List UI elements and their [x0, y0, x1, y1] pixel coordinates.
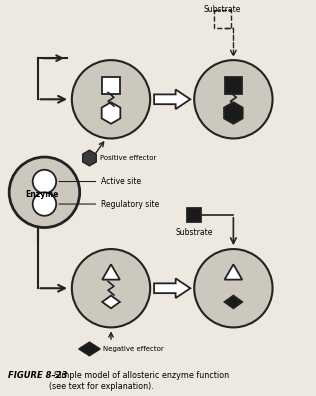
- Bar: [187, 208, 201, 222]
- Bar: [214, 10, 231, 28]
- Circle shape: [33, 192, 56, 216]
- Polygon shape: [102, 265, 120, 280]
- Polygon shape: [225, 295, 242, 308]
- Circle shape: [72, 249, 150, 327]
- Text: Active site: Active site: [59, 177, 141, 186]
- Text: Negative effector: Negative effector: [103, 346, 164, 352]
- Text: Substrate: Substrate: [204, 5, 241, 14]
- Polygon shape: [154, 278, 190, 298]
- Polygon shape: [79, 342, 100, 356]
- Circle shape: [33, 170, 56, 193]
- Polygon shape: [225, 265, 242, 280]
- Text: Regulatory site: Regulatory site: [59, 200, 160, 209]
- Circle shape: [194, 249, 272, 327]
- Text: Simple model of allosteric enzyme function
(see text for explanation).: Simple model of allosteric enzyme functi…: [49, 371, 229, 391]
- Text: Positive effector: Positive effector: [100, 155, 157, 161]
- Text: Substrate: Substrate: [175, 228, 213, 236]
- Polygon shape: [154, 89, 190, 109]
- Bar: [102, 77, 120, 94]
- Text: Enzyme: Enzyme: [25, 190, 58, 199]
- Circle shape: [194, 60, 272, 139]
- Polygon shape: [102, 102, 120, 124]
- Circle shape: [9, 157, 80, 228]
- Text: FIGURE 8–23: FIGURE 8–23: [8, 371, 68, 381]
- Circle shape: [72, 60, 150, 139]
- Polygon shape: [224, 102, 243, 124]
- Polygon shape: [83, 150, 96, 166]
- Bar: [225, 77, 242, 94]
- Polygon shape: [102, 295, 120, 308]
